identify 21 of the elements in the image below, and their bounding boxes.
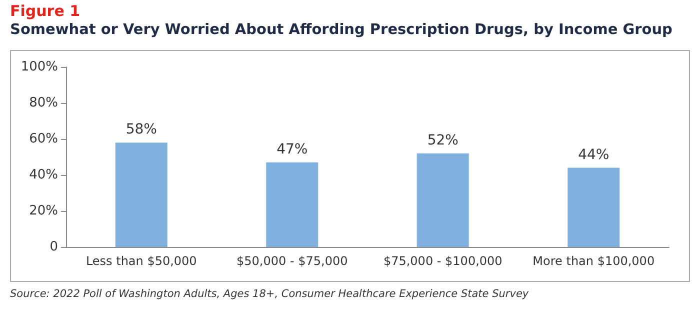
source-note: Source: 2022 Poll of Washington Adults, Ages 18+, Consumer Healthcare Experience State Survey — [10, 288, 529, 300]
y-tick-label: 0 — [50, 240, 58, 254]
data-label: 58% — [126, 122, 157, 138]
y-tick-label: 40% — [29, 168, 58, 182]
chart-subtitle: Somewhat or Very Worried About Affording Prescription Drugs, by Income Group — [10, 22, 672, 38]
bar — [568, 168, 620, 247]
y-tick-label: 20% — [29, 204, 58, 218]
data-label: 47% — [276, 141, 308, 158]
x-tick-label: $75,000 - $100,000 — [383, 254, 502, 268]
data-label: 52% — [427, 132, 458, 148]
y-tick-label: 100% — [20, 60, 58, 74]
x-tick-label: Less than $50,000 — [86, 254, 197, 268]
bar — [416, 153, 469, 247]
x-tick-label: $50,000 - $75,000 — [236, 254, 348, 268]
bar — [115, 142, 168, 247]
x-tick-label: More than $100,000 — [532, 254, 655, 268]
data-label: 44% — [578, 146, 610, 163]
y-tick-label: 80% — [29, 96, 58, 110]
chart-title: Figure 1 — [10, 2, 80, 20]
y-tick-label: 60% — [29, 132, 58, 146]
bar — [266, 162, 318, 247]
